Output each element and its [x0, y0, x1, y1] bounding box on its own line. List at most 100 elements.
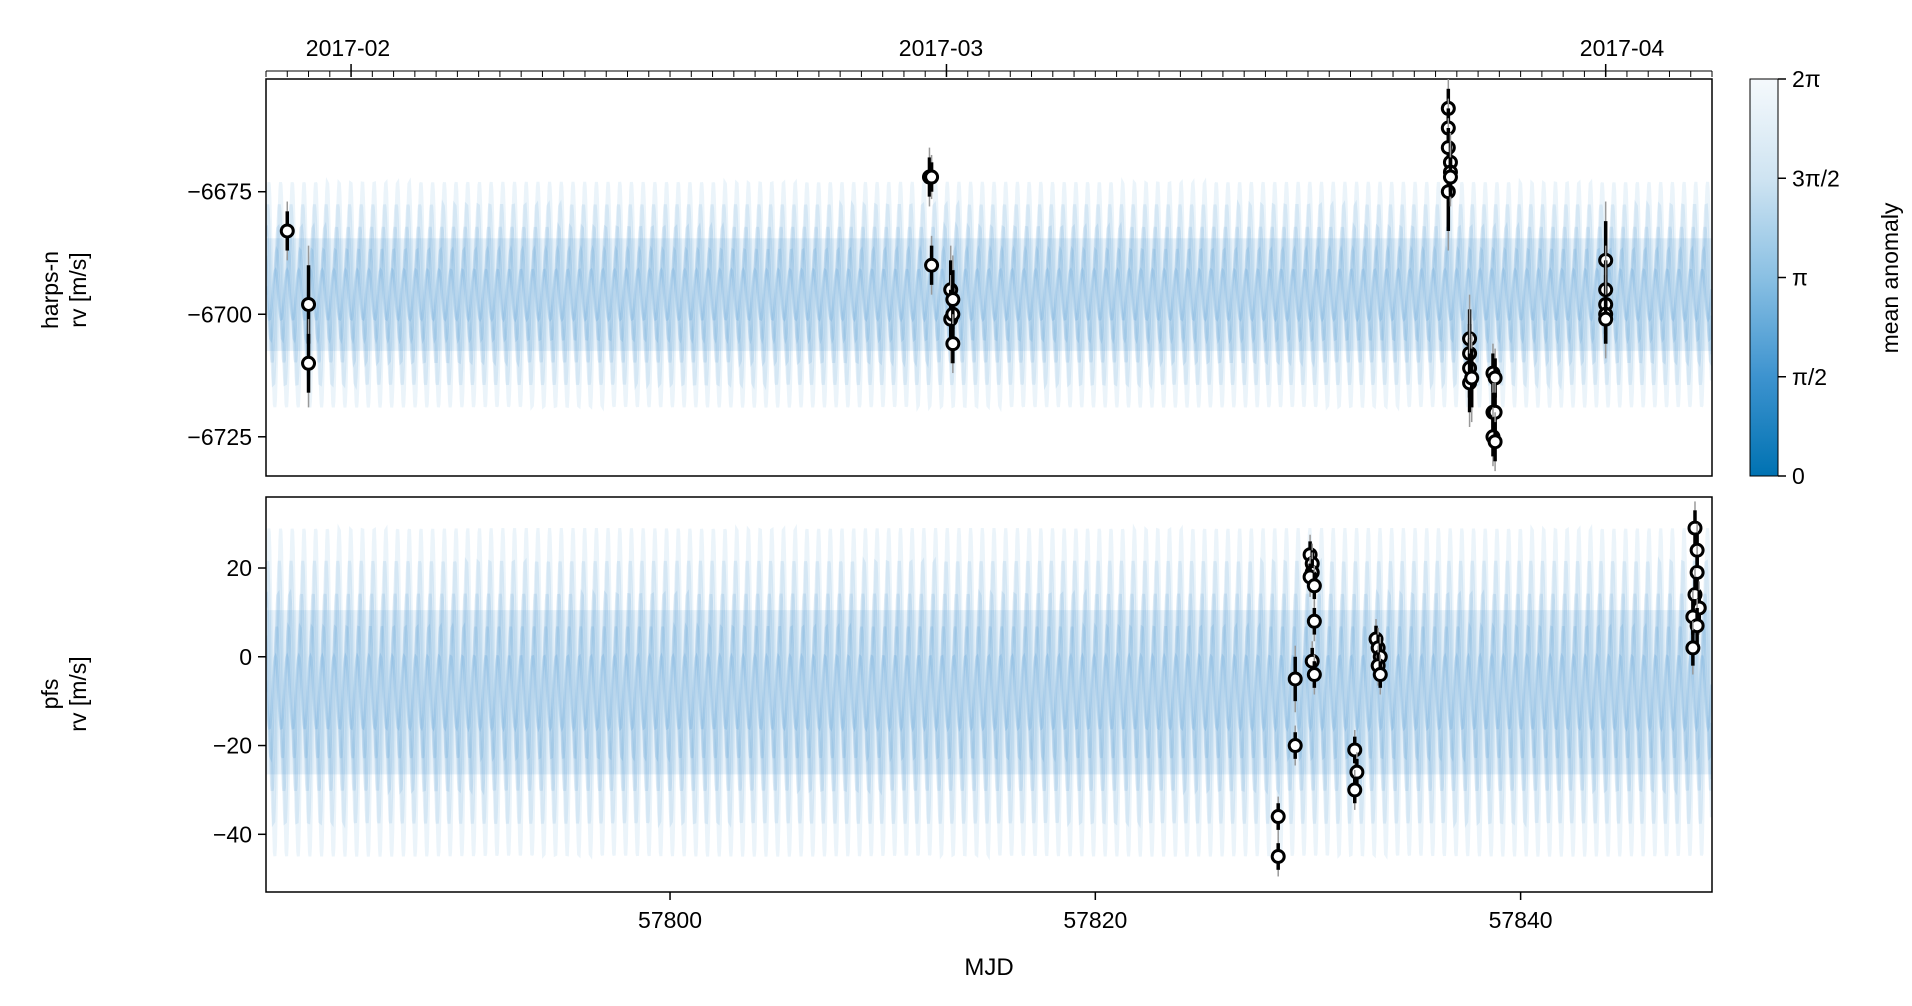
x-tick-label: 57820 — [1063, 907, 1127, 933]
point-marker — [1306, 613, 1322, 629]
model-curve — [266, 556, 1712, 829]
colorbar-tick-label: 2π — [1792, 66, 1821, 92]
colorbar-tick-label: π — [1792, 265, 1808, 291]
point-marker — [1487, 370, 1503, 386]
data-point-pfs — [1270, 836, 1286, 877]
model-curve — [266, 199, 1712, 391]
point-marker — [1464, 370, 1480, 386]
point-marker — [945, 292, 961, 308]
date-label-feb: 2017-02 — [306, 35, 390, 61]
y-tick-label: 0 — [239, 644, 252, 670]
plot-frame-harps-n — [265, 78, 1713, 477]
x-axis-mjd: 57800 57820 57840 — [638, 892, 1553, 933]
data-point-harps-n — [924, 154, 940, 200]
y-axis-pfs: 20 0 −20 −40 — [213, 555, 266, 847]
point-marker — [1347, 782, 1363, 798]
y-tick-label: −6700 — [187, 301, 252, 327]
data-point-harps-n — [1598, 282, 1614, 356]
date-minor-ticks — [265, 64, 1713, 77]
data-point-harps-n — [1464, 333, 1480, 423]
point-marker — [1270, 809, 1286, 825]
panel-harps-n: −6675 −6700 −6725 harps-n rv [m/s] — [37, 78, 1713, 477]
colorbar-gradient — [1749, 78, 1779, 477]
data-points-pfs — [1270, 501, 1707, 877]
model-band-pfs — [266, 523, 1712, 861]
ylabel-unit-pfs: rv [m/s] — [65, 656, 91, 731]
point-marker — [1287, 738, 1303, 754]
data-point-harps-n — [1487, 412, 1503, 472]
colorbar-tick-label: 0 — [1792, 463, 1805, 489]
point-marker — [1306, 578, 1322, 594]
y-axis-harps-n: −6675 −6700 −6725 — [187, 179, 266, 450]
point-marker — [1304, 653, 1320, 669]
model-curve — [266, 244, 1712, 345]
date-label-apr: 2017-04 — [1580, 35, 1665, 61]
data-point-pfs — [1685, 621, 1701, 675]
model-curve — [266, 523, 1712, 861]
data-point-pfs — [1349, 752, 1365, 793]
data-point-pfs — [1347, 730, 1363, 770]
point-marker — [924, 257, 940, 273]
plot-frame-pfs — [265, 496, 1713, 893]
point-marker — [1270, 848, 1286, 864]
point-marker — [301, 296, 317, 312]
model-curve — [266, 652, 1712, 733]
colorbar-title: mean anomaly — [1877, 202, 1903, 353]
data-point-harps-n — [301, 319, 317, 408]
point-marker — [1440, 184, 1456, 200]
model-curve — [266, 267, 1712, 323]
y-tick-label: 20 — [226, 555, 252, 581]
colorbar-ticks: 0 π/2 π 3π/2 2π — [1778, 66, 1840, 489]
model-curve — [266, 177, 1712, 413]
y-tick-label: −6725 — [187, 424, 252, 450]
data-point-pfs — [1270, 796, 1286, 837]
colorbar: 0 π/2 π 3π/2 2π mean anomaly — [1749, 66, 1903, 489]
point-marker — [924, 169, 940, 185]
point-marker — [1372, 667, 1388, 683]
data-point-pfs — [1306, 654, 1322, 695]
ylabel-instrument-pfs: pfs — [37, 679, 63, 710]
y-tick-label: −6675 — [187, 179, 252, 205]
model-curve — [266, 621, 1712, 763]
point-marker — [1349, 764, 1365, 780]
point-marker — [945, 336, 961, 352]
data-point-pfs — [1287, 645, 1303, 713]
point-marker — [1287, 671, 1303, 687]
point-marker — [1685, 640, 1701, 656]
y-tick-label: −40 — [213, 821, 252, 847]
ylabel-instrument-harps-n: harps-n — [37, 251, 63, 329]
x-tick-label: 57800 — [638, 907, 702, 933]
x-axis-title: MJD — [964, 954, 1013, 981]
point-marker — [1689, 564, 1705, 580]
data-point-harps-n — [1442, 147, 1458, 207]
point-marker — [301, 355, 317, 371]
data-point-pfs — [1306, 601, 1322, 642]
model-curve — [266, 221, 1712, 368]
point-marker — [1440, 140, 1456, 156]
x-tick-label: 57840 — [1489, 907, 1553, 933]
model-curve — [266, 588, 1712, 796]
point-marker — [1306, 667, 1322, 683]
data-point-harps-n — [924, 235, 940, 295]
date-axis: 2017-02 2017-03 2017-04 — [265, 35, 1713, 77]
data-point-harps-n — [279, 201, 295, 261]
data-point-pfs — [1287, 725, 1303, 766]
ylabel-unit-harps-n: rv [m/s] — [65, 252, 91, 327]
panel-pfs: 20 0 −20 −40 57800 57820 57840 pfs rv [m/s] M… — [37, 496, 1713, 981]
data-point-pfs — [1306, 565, 1322, 606]
date-label-mar: 2017-03 — [899, 35, 983, 61]
point-marker — [1347, 742, 1363, 758]
data-point-harps-n — [945, 314, 961, 374]
point-marker — [1487, 434, 1503, 450]
colorbar-tick-label: π/2 — [1792, 364, 1827, 390]
point-marker — [279, 223, 295, 239]
y-tick-label: −20 — [213, 733, 252, 759]
model-band-core — [266, 610, 1712, 775]
data-point-pfs — [1372, 654, 1388, 695]
data-points-harps-n — [279, 79, 1614, 472]
point-marker — [1442, 169, 1458, 185]
data-point-pfs — [1347, 769, 1363, 810]
model-band-core — [266, 238, 1712, 352]
point-marker — [1689, 618, 1705, 634]
